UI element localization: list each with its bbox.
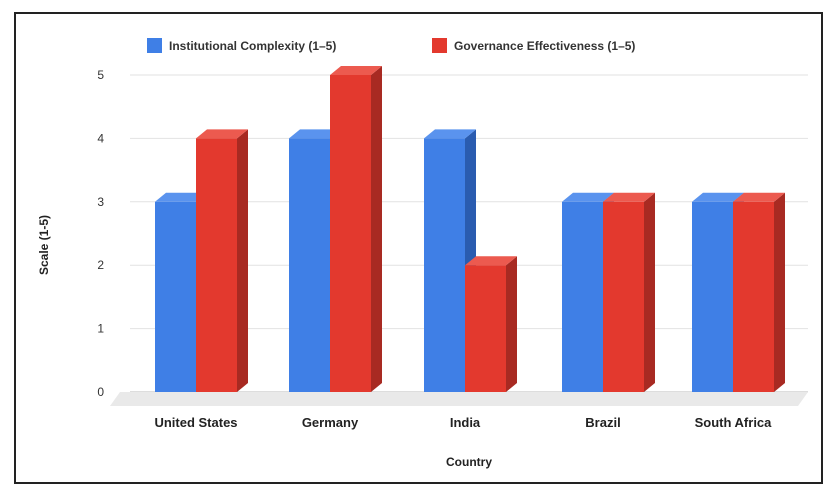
- y-tick-label: 4: [97, 131, 104, 145]
- x-tick-label: Germany: [302, 415, 359, 430]
- x-tick-label: Brazil: [585, 415, 620, 430]
- x-axis-ticks: United States Germany India Brazil South Afr…: [154, 415, 772, 430]
- y-tick-label: 1: [97, 322, 104, 336]
- bar-side: [506, 256, 517, 392]
- floor-plane: [110, 392, 808, 406]
- y-tick-label: 3: [97, 195, 104, 209]
- legend-swatch: [147, 38, 162, 53]
- bar-top: [603, 192, 655, 202]
- bar-top: [196, 129, 248, 139]
- legend-item: Governance Effectiveness (1–5): [432, 38, 635, 53]
- bar-front: [155, 201, 196, 392]
- bar: [465, 256, 517, 392]
- bar-side: [371, 66, 382, 392]
- bar-top: [733, 192, 785, 202]
- bar: [330, 66, 382, 392]
- bar-side: [774, 192, 785, 392]
- bar-front: [603, 201, 644, 392]
- bar-top: [330, 66, 382, 75]
- bar-front: [733, 201, 774, 392]
- bar-top: [692, 192, 744, 202]
- y-tick-label: 0: [97, 385, 104, 399]
- chart-floor: [110, 392, 808, 406]
- legend-item: Institutional Complexity (1–5): [147, 38, 336, 53]
- bars: [155, 66, 785, 392]
- bar-top: [465, 256, 517, 266]
- x-axis-title: Country: [446, 455, 492, 469]
- x-tick-label: United States: [154, 415, 237, 430]
- x-tick-label: India: [450, 415, 481, 430]
- y-axis-ticks: 0 1 2 3 4 5: [97, 68, 104, 399]
- y-tick-label: 2: [97, 258, 104, 272]
- bar-front: [330, 75, 371, 392]
- legend-swatch: [432, 38, 447, 53]
- bar-front: [289, 138, 330, 392]
- bar-side: [644, 192, 655, 392]
- y-axis-title: Scale (1-5): [37, 215, 51, 275]
- bar-top: [289, 129, 341, 139]
- bar-front: [465, 265, 506, 392]
- bar-front: [196, 138, 237, 392]
- bar-side: [237, 129, 248, 392]
- bar: [603, 192, 655, 392]
- legend-label: Governance Effectiveness (1–5): [454, 39, 635, 53]
- legend-label: Institutional Complexity (1–5): [169, 39, 336, 53]
- bar-top: [155, 192, 207, 202]
- bar: [733, 192, 785, 392]
- bar-front: [424, 138, 465, 392]
- bar: [196, 129, 248, 392]
- bar-top: [424, 129, 476, 139]
- bar-top: [562, 192, 614, 202]
- legend: Institutional Complexity (1–5) Governance…: [147, 38, 635, 53]
- y-tick-label: 5: [97, 68, 104, 82]
- bar-front: [692, 201, 733, 392]
- bar-front: [562, 201, 603, 392]
- x-tick-label: South Africa: [695, 415, 773, 430]
